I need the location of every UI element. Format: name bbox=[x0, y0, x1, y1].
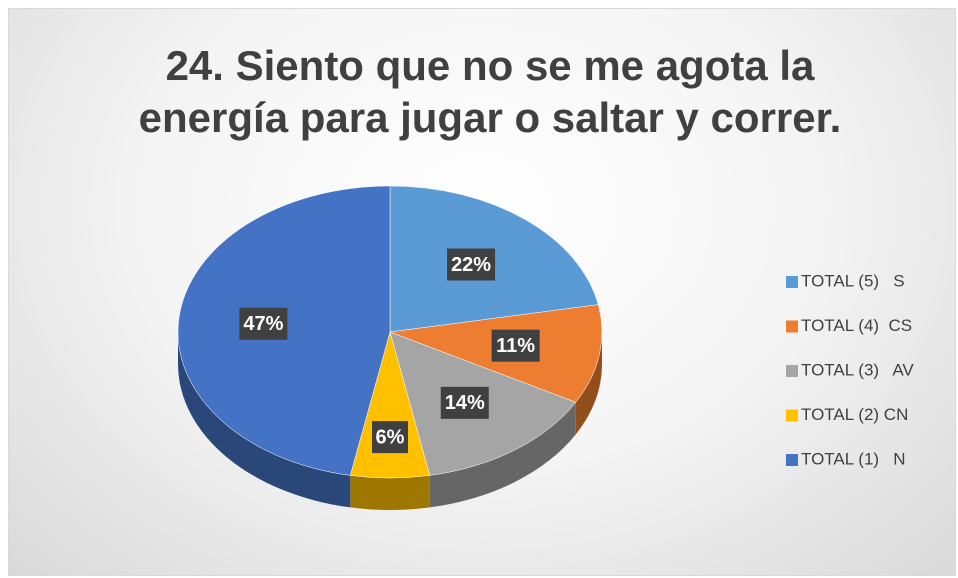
data-label: 6% bbox=[376, 426, 405, 448]
pie-side bbox=[429, 402, 576, 508]
data-label: 14% bbox=[445, 392, 485, 414]
data-label-box bbox=[447, 248, 496, 281]
data-label-box bbox=[440, 386, 489, 419]
legend-swatch bbox=[786, 365, 798, 377]
data-label: 22% bbox=[451, 254, 491, 276]
pie-side bbox=[350, 475, 430, 511]
legend-label: TOTAL (3) AV bbox=[801, 360, 914, 379]
data-label: 47% bbox=[243, 313, 283, 335]
pie-side bbox=[178, 332, 351, 508]
data-label: 11% bbox=[496, 335, 535, 357]
legend-swatch bbox=[786, 409, 798, 422]
legend-swatch bbox=[786, 320, 798, 333]
legend-label: TOTAL (2) CN bbox=[801, 405, 908, 424]
legend-swatch bbox=[786, 276, 798, 288]
data-label-box bbox=[372, 421, 408, 454]
legend-label: TOTAL (5) S bbox=[801, 271, 905, 290]
legend-swatch bbox=[786, 454, 798, 466]
pie-side bbox=[575, 332, 602, 435]
legend-label: TOTAL (4) CS bbox=[801, 316, 912, 335]
chart-title: 24. Siento que no se me agota la energía… bbox=[138, 42, 842, 141]
data-label-box bbox=[491, 329, 540, 362]
data-label-box bbox=[239, 307, 288, 340]
legend-label: TOTAL (1) N bbox=[801, 449, 906, 468]
